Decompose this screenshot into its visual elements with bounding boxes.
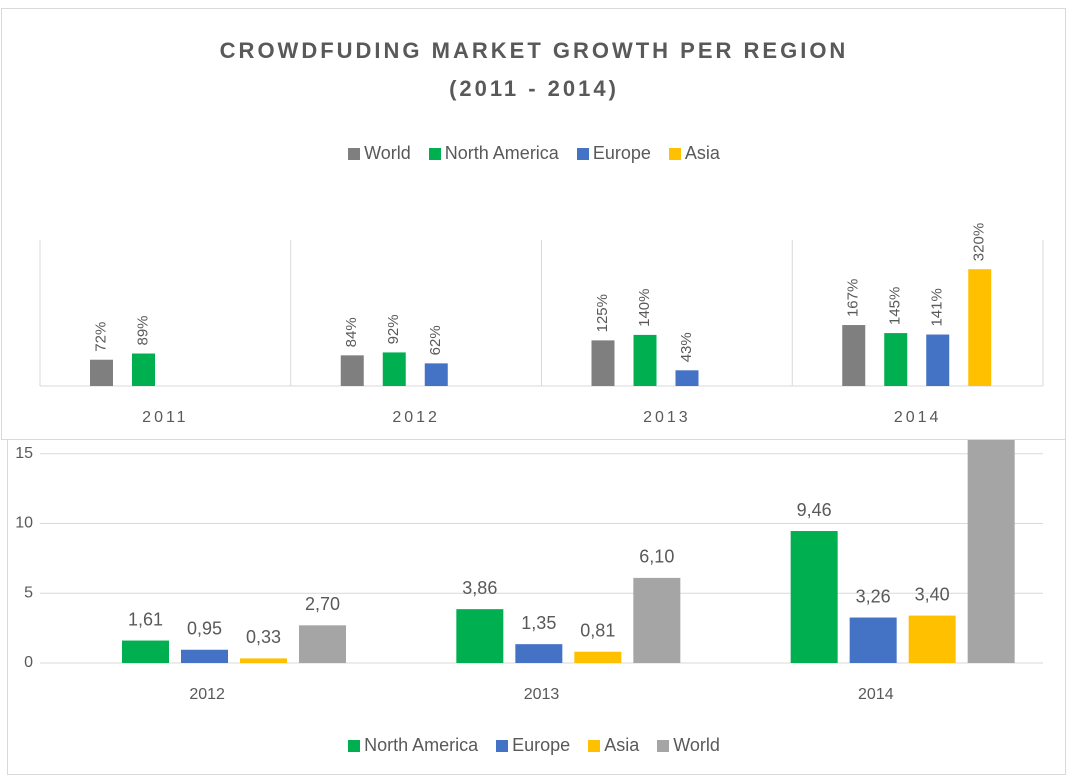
legend-swatch bbox=[348, 739, 361, 752]
bar bbox=[968, 269, 992, 386]
legend-swatch bbox=[348, 147, 361, 160]
legend-item: World bbox=[657, 735, 720, 756]
bar bbox=[591, 340, 615, 386]
bar bbox=[926, 334, 950, 386]
bar bbox=[90, 359, 113, 386]
data-label: 3,26 bbox=[856, 586, 891, 606]
legend: North America Europe Asia World bbox=[0, 735, 1068, 756]
data-label: 1,61 bbox=[128, 609, 163, 629]
legend-label: North America bbox=[444, 143, 559, 163]
legend-item: North America bbox=[428, 143, 559, 164]
x-tick-label: 2011 bbox=[142, 409, 188, 426]
data-label: 3,40 bbox=[915, 584, 950, 604]
data-label: 9,46 bbox=[797, 500, 832, 520]
data-label: 1,35 bbox=[521, 613, 556, 633]
x-tick-label: 2012 bbox=[392, 409, 440, 426]
x-tick-label: 2012 bbox=[189, 686, 225, 703]
bar bbox=[574, 651, 622, 663]
legend-label: Europe bbox=[592, 143, 651, 163]
data-label: 43% bbox=[678, 332, 695, 362]
legend-swatch bbox=[428, 147, 441, 160]
data-label: 0,33 bbox=[246, 627, 281, 647]
y-tick-label: 10 bbox=[15, 515, 33, 532]
bar bbox=[908, 615, 956, 663]
data-label: 145% bbox=[887, 287, 904, 325]
data-label: 320% bbox=[971, 223, 988, 261]
legend-item: Europe bbox=[496, 735, 570, 756]
y-tick-label: 5 bbox=[24, 584, 33, 601]
data-label: 89% bbox=[134, 315, 151, 345]
data-label: 3,86 bbox=[462, 578, 497, 598]
data-label: 140% bbox=[636, 289, 653, 327]
data-label: 92% bbox=[385, 314, 402, 344]
bar bbox=[675, 370, 699, 386]
bar bbox=[790, 531, 838, 663]
x-tick-label: 2013 bbox=[643, 409, 691, 426]
bar bbox=[181, 649, 228, 663]
legend-label: North America bbox=[364, 735, 479, 755]
data-label: 167% bbox=[845, 279, 862, 317]
legend-label: World bbox=[673, 735, 720, 755]
data-label: 125% bbox=[594, 294, 611, 332]
bar bbox=[122, 640, 169, 663]
legend-label: World bbox=[364, 143, 411, 163]
bar bbox=[849, 617, 897, 663]
bar bbox=[967, 437, 1015, 663]
bar bbox=[884, 333, 908, 386]
y-tick-label: 15 bbox=[15, 445, 33, 462]
y-tick-label: 0 bbox=[24, 654, 33, 671]
x-tick-label: 2014 bbox=[894, 409, 942, 426]
data-label: 6,10 bbox=[639, 547, 674, 567]
legend-swatch bbox=[588, 739, 601, 752]
data-label: 84% bbox=[343, 317, 360, 347]
bar bbox=[132, 353, 155, 386]
bar bbox=[382, 352, 406, 386]
data-label: 2,70 bbox=[305, 594, 340, 614]
legend-item: Asia bbox=[668, 143, 720, 164]
bar bbox=[515, 644, 563, 663]
legend-swatch bbox=[576, 147, 589, 160]
bar bbox=[424, 363, 448, 386]
bar bbox=[633, 577, 681, 663]
legend-swatch bbox=[657, 739, 670, 752]
data-label: 62% bbox=[427, 325, 444, 355]
bar bbox=[299, 625, 346, 663]
bar bbox=[240, 658, 287, 663]
x-tick-label: 2013 bbox=[524, 686, 560, 703]
bar bbox=[340, 355, 364, 386]
bar bbox=[842, 325, 866, 386]
legend-label: Asia bbox=[684, 143, 720, 163]
legend-item: Europe bbox=[576, 143, 651, 164]
legend-swatch bbox=[496, 739, 509, 752]
legend-item: North America bbox=[348, 735, 478, 756]
legend-label: Asia bbox=[604, 735, 640, 755]
chart-title: CROWDFUDING MARKET GROWTH PER REGION bbox=[220, 38, 849, 63]
bar bbox=[456, 609, 504, 663]
legend-item: World bbox=[348, 143, 411, 164]
top-chart: CROWDFUDING MARKET GROWTH PER REGION (20… bbox=[1, 8, 1066, 440]
chart-subtitle: (2011 - 2014) bbox=[449, 76, 619, 101]
data-label: 72% bbox=[92, 322, 109, 352]
data-label: 141% bbox=[929, 288, 946, 326]
legend: World North America Europe Asia bbox=[0, 143, 1068, 164]
data-label: 0,81 bbox=[580, 620, 615, 640]
x-tick-label: 2014 bbox=[858, 686, 894, 703]
legend-item: Asia bbox=[588, 735, 639, 756]
bar bbox=[633, 334, 657, 386]
legend-swatch bbox=[668, 147, 681, 160]
legend-label: Europe bbox=[512, 735, 571, 755]
data-label: 0,95 bbox=[187, 618, 222, 638]
